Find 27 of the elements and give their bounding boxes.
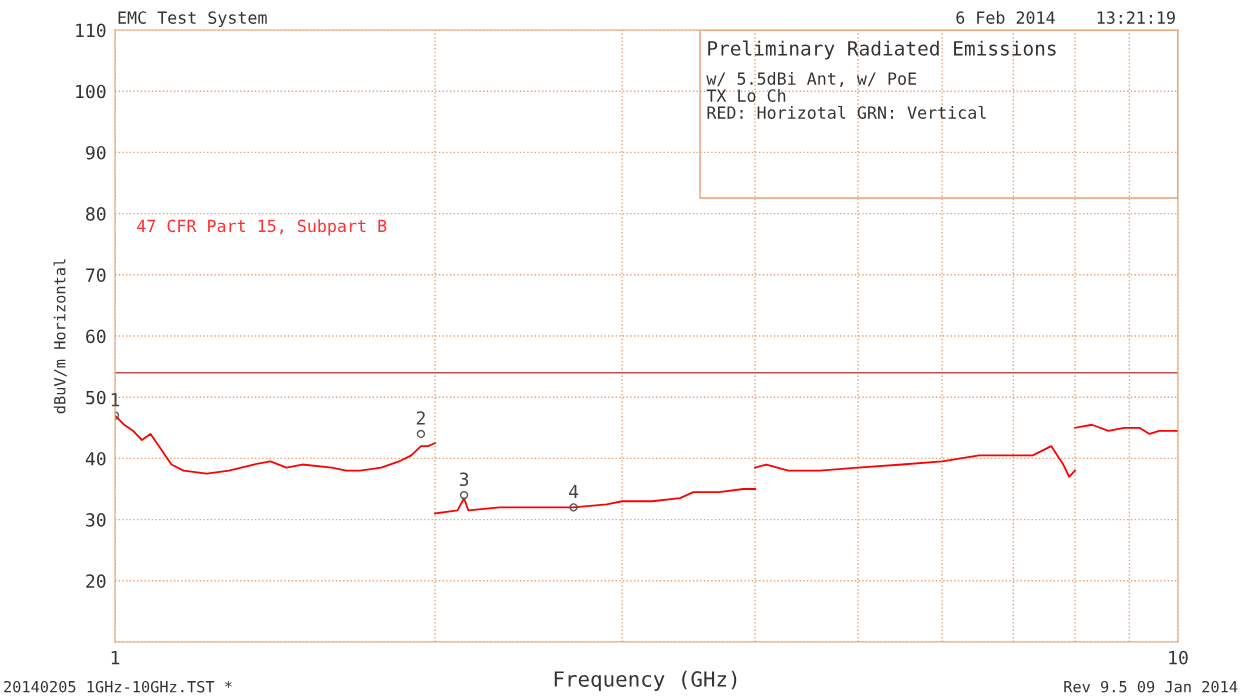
annotation: w/ 5.5dBi Ant, w/ PoE	[706, 71, 917, 87]
annotation: 47 CFR Part 15, Subpart B	[137, 219, 387, 236]
y-axis-title: dBuV/m Horizontal	[53, 259, 67, 414]
x-tick-label: 10	[1169, 650, 1188, 665]
y-tick-label: 90	[86, 145, 106, 160]
y-tick-label: 20	[86, 574, 106, 588]
annotation: 3	[459, 472, 469, 487]
y-tick-label: 100	[76, 84, 106, 99]
y-tick-label: 40	[85, 451, 106, 466]
annotation: TX Lo Ch	[706, 88, 786, 102]
x-axis-title: Frequency (GHz)	[554, 670, 737, 691]
annotation: 4	[569, 484, 579, 499]
y-tick-label: 110	[76, 23, 106, 38]
text: 20140205 1GHz-10GHz.TST *	[4, 680, 232, 693]
text: Preliminary Radiated Emissions	[708, 40, 1056, 60]
annotation: 2	[416, 411, 425, 425]
y-tick-label: 50	[86, 390, 106, 405]
y-tick-label: 60	[86, 329, 106, 344]
annotation: RED: Horizotal GRN: Vertical	[707, 105, 986, 119]
y-tick-label: 70	[86, 268, 106, 282]
text: Rev 9.5 09 Jan 2014	[1064, 680, 1238, 693]
y-tick-label: 80	[86, 207, 106, 221]
text: EMC Test System	[118, 11, 267, 28]
y-tick-label: 30	[86, 513, 106, 527]
annotation: 1	[111, 393, 120, 407]
text: 6 Feb 2014 13:21:19	[956, 10, 1175, 24]
line-series	[1074, 423, 1178, 435]
